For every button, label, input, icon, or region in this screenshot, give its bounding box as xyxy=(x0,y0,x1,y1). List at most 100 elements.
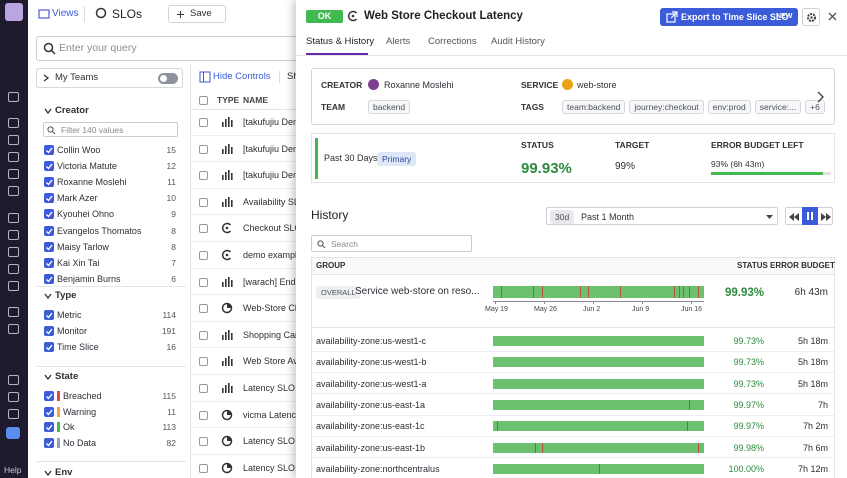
checkbox[interactable] xyxy=(44,209,54,220)
tag[interactable]: service:... xyxy=(754,100,802,114)
export-button[interactable]: Export to Time Slice SLO NEW xyxy=(660,8,798,26)
pause-button[interactable] xyxy=(802,207,818,225)
group-row[interactable] xyxy=(312,416,834,437)
checkbox[interactable] xyxy=(44,161,54,172)
facet-item[interactable]: Roxanne Moslehi xyxy=(57,177,127,188)
nav-icon[interactable] xyxy=(8,118,19,128)
checkbox[interactable] xyxy=(44,422,54,433)
facet-item[interactable]: Kai Xin Tai xyxy=(57,257,100,268)
slo-row[interactable]: Web-Store Che xyxy=(191,295,305,322)
facet-item[interactable]: Mark Azer xyxy=(57,193,98,204)
search-bar[interactable]: Enter your query xyxy=(36,36,298,61)
checkbox[interactable] xyxy=(199,357,208,367)
group-row[interactable] xyxy=(312,373,834,395)
slo-row[interactable]: Latency SLO fo xyxy=(191,375,305,402)
group-row[interactable] xyxy=(312,394,834,416)
checkbox[interactable] xyxy=(44,438,54,449)
slo-row[interactable]: Latency SLO fo xyxy=(191,455,305,478)
checkbox[interactable] xyxy=(44,257,54,268)
facet-item[interactable]: Monitor xyxy=(57,326,88,336)
help[interactable]: Help xyxy=(4,465,22,475)
save-button[interactable]: Save xyxy=(168,5,226,23)
close-button[interactable] xyxy=(828,12,837,21)
checkbox[interactable] xyxy=(199,330,208,340)
more-tags[interactable]: +6 xyxy=(805,100,825,114)
slo-row[interactable]: Web Store Ava xyxy=(191,348,303,375)
nav-icon[interactable] xyxy=(8,213,19,223)
facet-item[interactable]: Time Slice xyxy=(57,342,99,352)
nav-icon[interactable] xyxy=(8,92,19,102)
nav-icon[interactable] xyxy=(8,230,19,240)
slo-row[interactable]: vicma Latency xyxy=(191,402,301,429)
nav-icon[interactable] xyxy=(8,409,19,419)
tab[interactable]: Alerts xyxy=(386,36,411,47)
facet-title[interactable]: State xyxy=(55,371,79,382)
checkbox[interactable] xyxy=(44,177,54,188)
history-search[interactable]: Search xyxy=(311,235,472,252)
tab[interactable]: Corrections xyxy=(428,36,477,47)
checkbox[interactable] xyxy=(44,406,54,417)
checkbox[interactable] xyxy=(199,251,208,260)
facet-item[interactable]: Collin Woo xyxy=(57,145,101,155)
nav-icon[interactable] xyxy=(8,247,19,257)
facet-item[interactable]: Breached xyxy=(63,391,102,401)
range-select[interactable]: 30d Past 1 Month xyxy=(546,207,778,225)
checkbox[interactable] xyxy=(44,241,54,252)
checkbox[interactable] xyxy=(44,342,54,352)
checkbox[interactable] xyxy=(199,118,208,127)
checkbox[interactable] xyxy=(199,463,208,473)
facet-item[interactable]: Ok xyxy=(63,422,75,433)
slo-row[interactable]: [takufujiu Den xyxy=(191,136,298,163)
tag[interactable]: journey:checkout xyxy=(629,100,704,114)
slo-row[interactable]: [warach] End U xyxy=(191,269,305,296)
tag[interactable]: team:backend xyxy=(562,100,626,114)
facet-title[interactable]: Env xyxy=(55,467,73,478)
tab[interactable]: Audit History xyxy=(491,36,545,47)
checkbox[interactable] xyxy=(44,391,54,401)
facet-item[interactable]: Warning xyxy=(63,406,97,417)
checkbox[interactable] xyxy=(199,410,208,420)
nav-icon[interactable] xyxy=(8,264,19,274)
nav-icon[interactable] xyxy=(8,169,19,179)
facet-item[interactable]: Evangelos Thomatos xyxy=(57,225,142,236)
slo-row[interactable]: Latency SLO fo xyxy=(191,428,305,455)
checkbox[interactable] xyxy=(44,145,54,155)
nav-icon[interactable] xyxy=(8,375,19,385)
nav-icon[interactable] xyxy=(8,307,19,317)
checkbox[interactable] xyxy=(199,277,208,287)
checkbox[interactable] xyxy=(199,437,208,447)
checkbox[interactable] xyxy=(199,224,208,234)
facet-item[interactable]: Benjamin Burns xyxy=(57,273,121,284)
facet-item[interactable]: Maisy Tarlow xyxy=(57,241,109,252)
toggle[interactable] xyxy=(158,73,178,84)
slo-row[interactable]: Availability SLO xyxy=(191,189,306,216)
facet-title[interactable]: Type xyxy=(55,290,77,301)
filter-input[interactable]: Filter 140 values xyxy=(43,122,178,137)
slo-row[interactable]: [takufujiu Dem xyxy=(191,109,301,136)
checkbox[interactable] xyxy=(44,326,54,336)
checkbox[interactable] xyxy=(199,96,208,105)
group-row[interactable] xyxy=(312,352,834,373)
checkbox[interactable] xyxy=(199,171,208,181)
icon[interactable] xyxy=(820,212,832,222)
tab[interactable]: Status & History xyxy=(306,36,375,47)
slo-row[interactable]: [takufujiu Den xyxy=(191,162,298,189)
facet-item[interactable]: Kyouhei Ohno xyxy=(57,209,115,220)
slo-row[interactable]: Checkout SLO xyxy=(191,215,302,242)
tag[interactable]: env:prod xyxy=(707,100,751,114)
facet-item[interactable]: No Data xyxy=(63,438,97,449)
facet-item[interactable]: Metric xyxy=(57,310,82,320)
nav-icon[interactable] xyxy=(8,281,19,291)
group-row[interactable] xyxy=(312,437,834,459)
checkbox[interactable] xyxy=(199,197,208,207)
facet-title[interactable]: Creator xyxy=(55,105,89,116)
icon[interactable] xyxy=(788,212,800,222)
group-row[interactable] xyxy=(312,330,834,352)
info-card[interactable]: CREATOR Roxanne Moslehi TEAM backend SERVICE… xyxy=(311,68,835,125)
checkbox[interactable] xyxy=(44,310,54,320)
views-link[interactable]: Views xyxy=(52,8,79,19)
slo-row[interactable]: Shopping Cart xyxy=(191,322,301,349)
nav-icon[interactable] xyxy=(8,392,19,402)
settings-button[interactable] xyxy=(802,8,820,26)
nav-icon[interactable] xyxy=(8,135,19,145)
